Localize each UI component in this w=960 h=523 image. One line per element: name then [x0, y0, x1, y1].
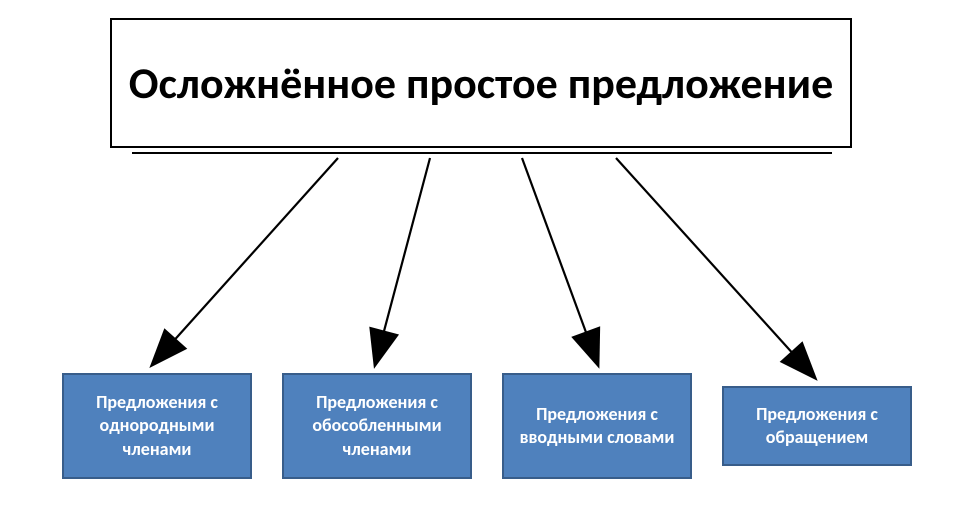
child-box-2: Предложения с вводными словами — [502, 373, 692, 479]
child-label: Предложения с обращением — [732, 403, 902, 450]
title-underline — [132, 152, 832, 154]
arrow-3 — [616, 158, 815, 378]
arrow-2 — [522, 158, 598, 365]
arrows-group — [152, 158, 815, 378]
child-box-0: Предложения с однородными членами — [62, 373, 252, 479]
title-box: Осложнённое простое предложение — [110, 18, 852, 148]
arrow-1 — [375, 158, 430, 365]
arrow-0 — [152, 158, 338, 365]
child-box-3: Предложения с обращением — [722, 386, 912, 466]
child-box-1: Предложения с обособленными членами — [282, 373, 472, 479]
title-text: Осложнённое простое предложение — [129, 58, 834, 109]
child-label: Предложения с обособленными членами — [292, 391, 462, 461]
child-label: Предложения с однородными членами — [72, 391, 242, 461]
child-label: Предложения с вводными словами — [512, 403, 682, 450]
diagram-stage: Осложнённое простое предложение Предложе… — [0, 0, 960, 523]
